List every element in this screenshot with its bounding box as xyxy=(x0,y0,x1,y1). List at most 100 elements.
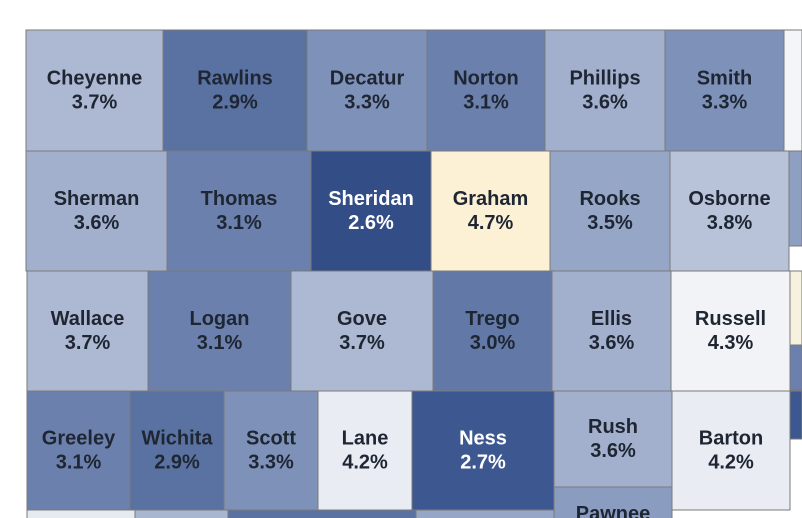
county-shape[interactable] xyxy=(310,150,432,272)
county-shape[interactable] xyxy=(317,390,413,511)
county-value-label: 3.3% xyxy=(344,92,390,114)
neighbor-county-partial xyxy=(415,509,557,518)
county-value-label: 3.3% xyxy=(702,92,748,114)
county-shape[interactable] xyxy=(671,390,791,511)
county-shape[interactable] xyxy=(553,390,673,488)
county-name-label: Decatur xyxy=(330,68,405,90)
county-shape[interactable] xyxy=(544,29,666,152)
county-shape[interactable] xyxy=(25,150,168,272)
county-value-label: 3.1% xyxy=(197,332,243,354)
neighbor-county-partial xyxy=(789,390,802,440)
county-shape[interactable] xyxy=(669,150,790,272)
county-name-label: Cheyenne xyxy=(47,68,143,90)
county-name-label: Russell xyxy=(695,308,766,330)
county-pawnee[interactable]: Pawnee xyxy=(553,486,673,518)
county-shape[interactable] xyxy=(551,270,672,392)
county-name-label: Osborne xyxy=(688,188,770,210)
county-name-label: Lane xyxy=(342,428,389,450)
county-name-label: Wallace xyxy=(51,308,125,330)
county-shape[interactable] xyxy=(664,29,785,152)
county-value-label: 3.7% xyxy=(65,332,111,354)
county-name-label: Gove xyxy=(337,308,387,330)
county-value-label: 2.9% xyxy=(212,92,258,114)
county-name-label: Ness xyxy=(459,428,507,450)
neighbor-county-partial xyxy=(789,344,802,391)
county-value-label: 2.6% xyxy=(348,212,394,234)
county-name-label: Ellis xyxy=(591,308,632,330)
county-value-label: 2.9% xyxy=(154,452,200,474)
county-shape[interactable] xyxy=(25,29,164,152)
county-value-label: 4.3% xyxy=(708,332,754,354)
county-shape[interactable] xyxy=(166,150,312,272)
neighbor-county-partial xyxy=(789,270,802,346)
county-shape[interactable] xyxy=(411,390,555,511)
county-value-label: 4.7% xyxy=(468,212,514,234)
county-shape[interactable] xyxy=(430,150,551,272)
county-name-label: Sheridan xyxy=(328,188,414,210)
county-name-label: Logan xyxy=(190,308,250,330)
county-shape[interactable] xyxy=(223,390,319,511)
county-value-label: 3.6% xyxy=(74,212,120,234)
county-name-label: Thomas xyxy=(201,188,278,210)
county-name-label: Barton xyxy=(699,428,763,450)
county-name-label: Graham xyxy=(453,188,529,210)
county-name-label: Scott xyxy=(246,428,296,450)
county-shape[interactable] xyxy=(162,29,308,152)
neighbor-county-partial xyxy=(134,509,229,518)
county-value-label: 2.7% xyxy=(460,452,506,474)
county-name-label: Norton xyxy=(453,68,519,90)
county-shape[interactable] xyxy=(553,486,673,518)
neighbor-county-partial xyxy=(788,150,802,247)
county-shape[interactable] xyxy=(670,270,791,392)
county-name-label: Greeley xyxy=(42,428,116,450)
county-shape[interactable] xyxy=(290,270,434,392)
county-shape[interactable] xyxy=(129,390,225,511)
county-value-label: 3.7% xyxy=(72,92,118,114)
county-value-label: 3.8% xyxy=(707,212,753,234)
county-name-label: Pawnee xyxy=(576,503,650,518)
neighbor-county-partial xyxy=(26,509,136,518)
county-name-label: Smith xyxy=(697,68,753,90)
county-shape[interactable] xyxy=(426,29,546,152)
county-shape[interactable] xyxy=(306,29,428,152)
county-shape[interactable] xyxy=(432,270,553,392)
county-value-label: 4.2% xyxy=(708,452,754,474)
county-shape[interactable] xyxy=(549,150,671,272)
county-name-label: Wichita xyxy=(142,428,214,450)
county-value-label: 3.6% xyxy=(590,440,636,462)
neighbor-county-partial xyxy=(227,509,417,518)
county-value-label: 3.1% xyxy=(216,212,262,234)
county-name-label: Rush xyxy=(588,416,638,438)
county-shape[interactable] xyxy=(26,390,131,511)
county-shape[interactable] xyxy=(147,270,292,392)
county-shape[interactable] xyxy=(26,270,149,392)
county-value-label: 3.5% xyxy=(587,212,633,234)
county-name-label: Phillips xyxy=(569,68,640,90)
